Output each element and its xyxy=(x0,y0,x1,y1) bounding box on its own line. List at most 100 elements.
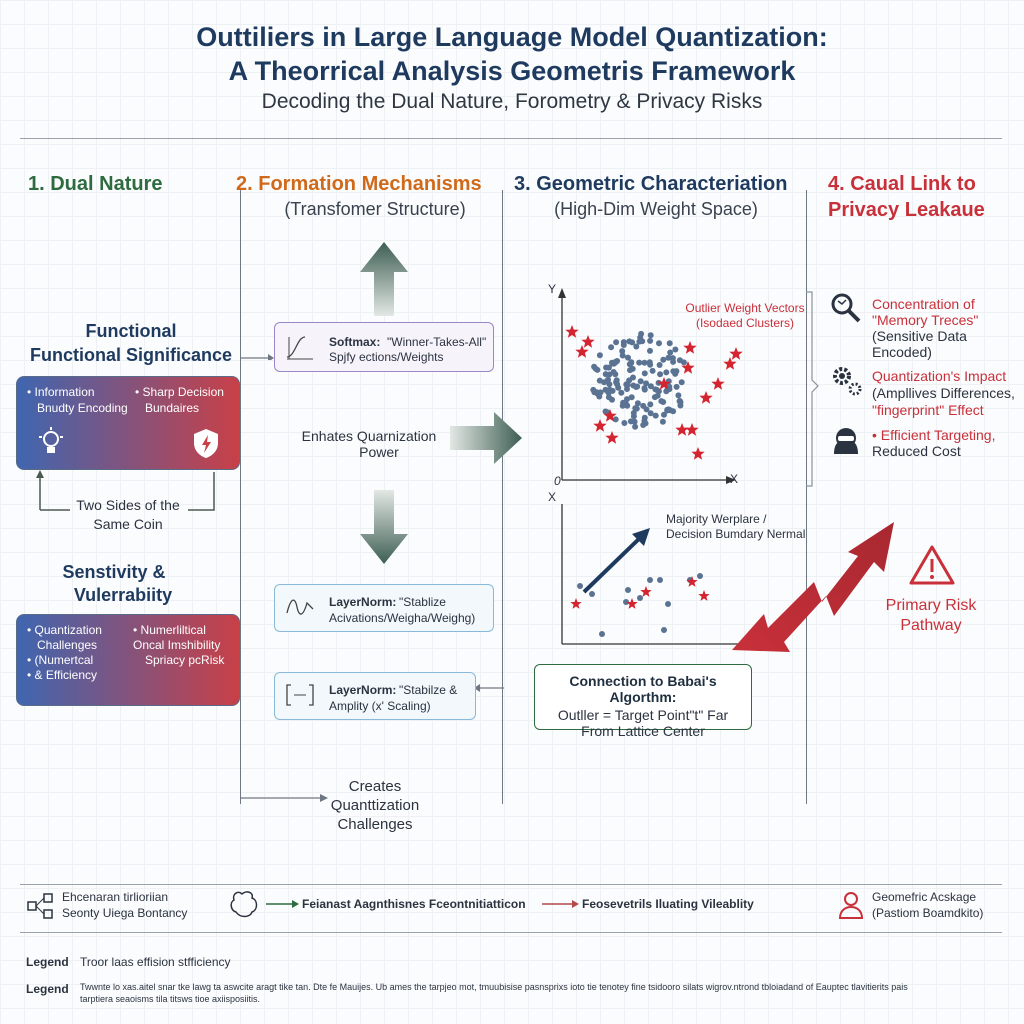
layernorm1-text-2: Acivations/Weigha/Weighg) xyxy=(329,611,476,625)
outlier-star xyxy=(685,423,699,436)
babai-text-1: Outller = Target Point"t" Far xyxy=(557,707,729,723)
shield-icon xyxy=(194,429,218,458)
two-sides-connector xyxy=(36,470,215,511)
cluster-point xyxy=(666,340,673,347)
sens-box-left-1: • Quantization xyxy=(27,623,102,637)
cluster-point xyxy=(625,354,631,361)
cluster-points xyxy=(590,330,687,430)
legend-label-1: Legend xyxy=(26,955,69,969)
cluster-point xyxy=(630,413,637,420)
plot2-star xyxy=(626,598,638,609)
cluster-point xyxy=(628,394,635,401)
risk-item1-c: (Sensitive Data Encoded) xyxy=(872,328,967,360)
legend-text-2a: Twwnte lo xas.aitel snar tke lawg ta asw… xyxy=(80,982,908,992)
outlier-star xyxy=(605,431,619,444)
sens-box-right-2: Oncal Imshibility xyxy=(133,638,221,652)
col3-sub-wrap: (High-Dim Weight Space) xyxy=(506,199,806,220)
col2-sub-wrap: (Transfomer Structure) xyxy=(244,199,506,220)
footer-item1-b: Seonty Uiega Bontancy xyxy=(62,906,188,920)
risk-pathway-arrow xyxy=(732,522,894,652)
lightbulb-icon xyxy=(39,427,63,453)
warning-icon xyxy=(909,545,955,585)
sensitivity-title-1: Senstivity & xyxy=(62,562,166,582)
footer-mid-divider xyxy=(20,932,1002,933)
cluster-point xyxy=(652,386,659,393)
legend-label-2: Legend xyxy=(26,982,69,996)
softmax-title: Softmax: xyxy=(329,335,381,349)
babai-connection-box: Connection to Babai's Algorthm: Outller … xyxy=(534,664,752,739)
cluster-point xyxy=(605,376,611,383)
outlier-star xyxy=(603,409,617,422)
functional-title-2: Functional Significance xyxy=(29,345,233,365)
layernorm2-text-2: Amplity (x' Scaling) xyxy=(329,699,431,713)
cluster-point xyxy=(641,385,648,392)
cluster-point xyxy=(647,401,654,408)
func-box-left-2: Bnudty Encoding xyxy=(37,401,128,415)
cluster-point xyxy=(651,394,658,401)
matrix-bracket-icon xyxy=(286,684,314,706)
cluster-point xyxy=(619,348,626,355)
cluster-point xyxy=(647,383,654,390)
outlier-star xyxy=(593,419,607,432)
wave-icon xyxy=(286,599,314,615)
layernorm1-title: LayerNorm: xyxy=(329,595,397,609)
layernorm2-title: LayerNorm: xyxy=(329,683,397,697)
up-arrow xyxy=(360,242,408,316)
risk-item1-b: "Memory Treces" xyxy=(872,312,979,328)
softmax-text-1: "Winner-Takes-All" xyxy=(387,335,487,349)
plot2-points xyxy=(570,573,710,637)
outlier-label-1: Outlier Weight Vectors xyxy=(685,301,805,315)
func-box-right-1: • Sharp Decision xyxy=(135,385,224,399)
outlier-scatter-plot xyxy=(558,288,743,484)
plot2-point xyxy=(623,599,629,605)
cluster-point xyxy=(638,330,645,337)
layernorm-box-1: LayerNorm: "Stablize Acivations/Weigha/W… xyxy=(274,584,494,632)
footer-item2: Feianast Aagnthisnes Fceontnitiatticon xyxy=(302,897,526,911)
majority-label-2: Decision Bumdary Nermal xyxy=(666,527,806,541)
cluster-point xyxy=(609,396,615,403)
cluster-point xyxy=(641,414,648,421)
outlier-star xyxy=(565,325,579,338)
header-divider xyxy=(20,138,1002,139)
footer-item3: Feosevetrils Iluating Vileablity xyxy=(582,897,754,911)
plot2-point xyxy=(697,573,703,579)
cluster-point xyxy=(666,383,673,390)
cluster-point xyxy=(670,358,677,365)
cluster-point xyxy=(612,371,619,378)
footer-item4-a: Geomefric Acskage xyxy=(872,890,977,904)
risk-item2-a: Quantization's Impact xyxy=(872,368,1007,384)
two-sides-text-2: Same Coin xyxy=(93,516,163,532)
cluster-point xyxy=(620,339,627,346)
down-arrow xyxy=(360,490,408,564)
sens-box-left-2: Challenges xyxy=(37,638,98,652)
cluster-point xyxy=(647,347,653,354)
cluster-point xyxy=(647,410,654,417)
cluster-point xyxy=(636,359,643,366)
cluster-point xyxy=(628,359,635,366)
plot2-point xyxy=(589,591,595,597)
func-box-left-1: • Information xyxy=(27,385,95,399)
legend-text-2b: tarptiera seaoisms tila titsws tioe axii… xyxy=(80,994,261,1004)
sensitivity-box: • Quantization Challenges • (Numertcal •… xyxy=(16,614,240,706)
sens-box-left-4: • & Efficiency xyxy=(27,668,98,682)
plot2-star xyxy=(640,586,652,597)
sensitivity-title-2: Vulerrabiity xyxy=(73,585,173,605)
outlier-label-2: (Isodaed Clusters) xyxy=(695,316,795,330)
col4-bracket xyxy=(806,291,819,487)
cluster-point xyxy=(663,369,670,376)
cluster-point xyxy=(646,359,653,366)
func-box-right-2: Bundaires xyxy=(145,401,200,415)
babai-text-2: From Lattice Center xyxy=(581,723,705,739)
cluster-point xyxy=(614,358,621,364)
plot2-point xyxy=(625,587,631,593)
cluster-point xyxy=(594,390,601,397)
cluster-point xyxy=(670,408,677,415)
cluster-point xyxy=(660,356,667,363)
functional-significance-box: • Information Bnudty Encoding • Sharp De… xyxy=(16,376,240,470)
cluster-point xyxy=(643,380,650,387)
cluster-point xyxy=(603,364,610,371)
divider-col1-col2 xyxy=(240,190,241,804)
cluster-point xyxy=(634,400,641,407)
softmax-connector xyxy=(240,354,274,360)
